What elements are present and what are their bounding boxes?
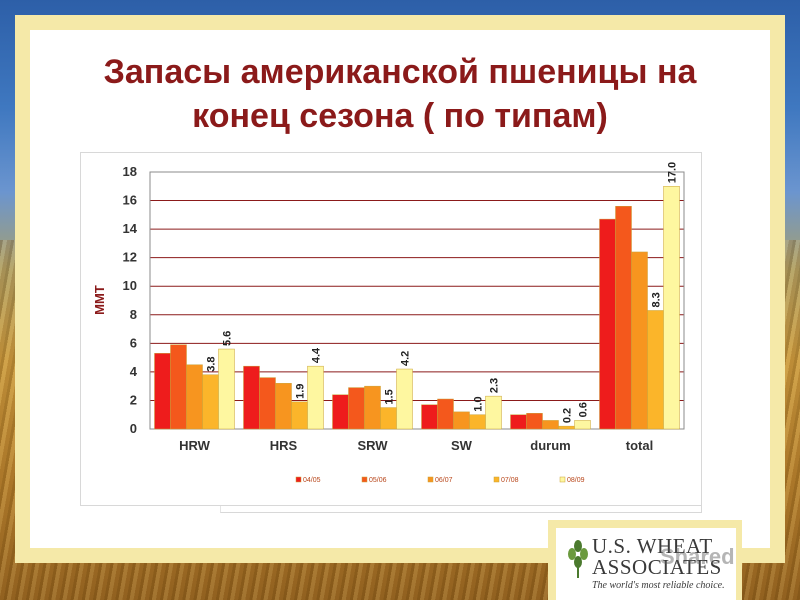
bar-05-06-total: [615, 206, 632, 430]
slide-title-line2: конец сезона ( по типам): [192, 97, 608, 135]
bar-06-07-durum: [542, 420, 559, 430]
bar-08-09-HRW: [218, 348, 235, 430]
data-label: 2.3: [489, 378, 501, 393]
bar-07-08-HRW: [202, 374, 219, 430]
bar-06-07-SW: [453, 411, 470, 430]
slide-title-line1: Запасы американской пшеницы на: [103, 53, 697, 91]
legend-label: 04/05: [303, 477, 321, 484]
legend-swatch-04-05: [295, 476, 302, 483]
y-tick-label: 4: [130, 364, 138, 379]
bar-08-09-HRS: [307, 365, 324, 430]
bar-07-08-SRW: [380, 407, 397, 430]
legend-swatch-05-06: [361, 476, 368, 483]
bar-06-07-SRW: [364, 385, 381, 430]
data-label: 1.5: [384, 389, 396, 404]
logo-tagline: The world's most reliable choice.: [592, 580, 725, 591]
x-tick-label: SW: [451, 438, 473, 453]
y-axis-label: MMT: [92, 285, 107, 315]
bar-05-06-HRS: [259, 377, 276, 430]
legend-label: 08/09: [567, 477, 585, 484]
data-label: 1.0: [473, 396, 485, 411]
bar-06-07-HRW: [186, 364, 203, 430]
bar-04-05-HRW: [154, 353, 171, 430]
x-tick-label: HRS: [270, 438, 298, 453]
data-label: 0.6: [578, 402, 590, 417]
y-tick-label: 12: [123, 250, 137, 265]
wheat-stocks-chart: 0 2 4 6 8 10 12 14 16 18 MMT HRW 3.8 5.6 HRS 1.9 4.4 SRW 1…: [92, 162, 685, 484]
y-tick-label: 0: [130, 421, 137, 436]
y-tick-label: 10: [123, 278, 137, 293]
bar-04-05-SRW: [332, 394, 349, 430]
bar-04-05-HRS: [243, 365, 260, 430]
legend-swatch-08-09: [559, 476, 566, 483]
bar-06-07-total: [631, 251, 648, 430]
bar-04-05-SW: [421, 404, 438, 430]
legend-swatch-06-07: [427, 476, 434, 483]
y-tick-label: 18: [123, 164, 137, 179]
x-tick-label: total: [626, 438, 653, 453]
bar-08-09-SRW: [396, 368, 413, 430]
legend-label: 07/08: [501, 477, 519, 484]
bar-04-05-durum: [510, 414, 527, 430]
bar-05-06-durum: [526, 413, 543, 430]
data-label: 1.9: [295, 384, 307, 399]
slide-title: Запасы американской пшеницы на конец сез…: [60, 50, 740, 138]
data-label: 5.6: [222, 331, 234, 346]
watermark: Shared: [660, 544, 735, 569]
data-label: 4.2: [400, 351, 412, 366]
bar-07-08-total: [647, 310, 664, 430]
x-tick-label: SRW: [357, 438, 388, 453]
bar-08-09-durum: [574, 420, 591, 430]
x-tick-label: durum: [530, 438, 570, 453]
bar-06-07-HRS: [275, 383, 292, 430]
logo-panel: [556, 528, 736, 600]
bar-04-05-total: [599, 218, 616, 430]
data-label: 17.0: [667, 162, 679, 183]
y-tick-label: 6: [130, 335, 137, 350]
wheat-sheaf-icon: [568, 540, 588, 578]
logo-text-line2: ASSOCIATES: [592, 555, 722, 579]
x-tick-label: HRW: [179, 438, 211, 453]
y-tick-label: 16: [123, 193, 137, 208]
bar-08-09-SW: [485, 395, 502, 430]
bar-05-06-SRW: [348, 387, 365, 430]
data-label: 3.8: [206, 356, 218, 371]
bar-07-08-durum: [558, 425, 575, 430]
bar-07-08-SW: [469, 414, 486, 430]
bar-08-09-total: [663, 186, 680, 430]
bar-05-06-HRW: [170, 344, 187, 430]
legend-label: 05/06: [369, 477, 387, 484]
data-label: 0.2: [562, 408, 574, 423]
bar-07-08-HRS: [291, 401, 308, 430]
data-label: 8.3: [651, 292, 663, 307]
y-tick-label: 2: [130, 392, 137, 407]
bar-05-06-SW: [437, 398, 454, 430]
legend-swatch-07-08: [493, 476, 500, 483]
data-label: 4.4: [311, 347, 323, 363]
chart-frame: [80, 152, 702, 506]
y-tick-label: 8: [130, 307, 137, 322]
plot-area-border: [149, 171, 685, 430]
y-tick-label: 14: [123, 221, 138, 236]
legend-label: 06/07: [435, 477, 453, 484]
logo-text-line1: U.S. WHEAT: [592, 534, 713, 558]
